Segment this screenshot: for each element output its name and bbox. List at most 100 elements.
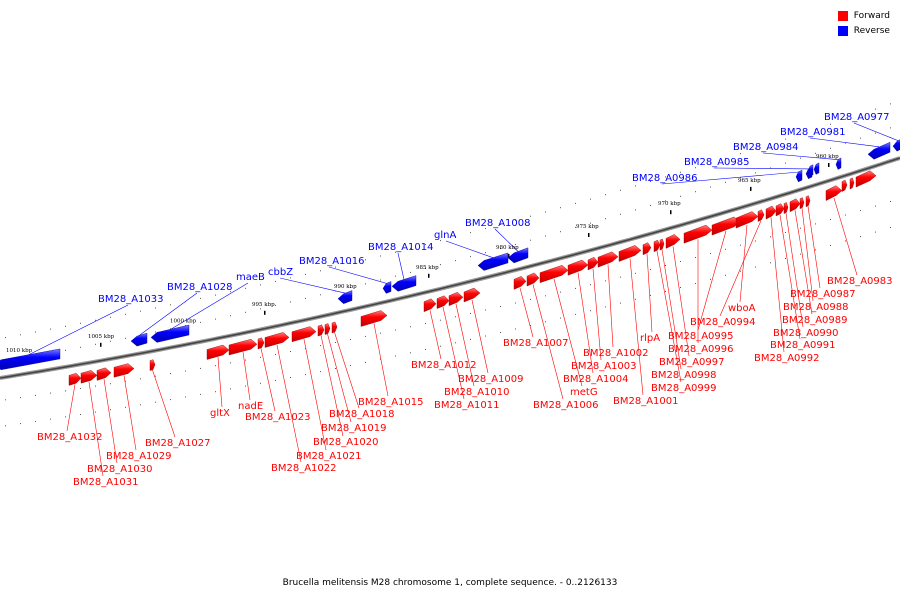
label-glna: glnA xyxy=(434,230,456,241)
guide-dot xyxy=(665,291,666,292)
callout-bm28-a0994 xyxy=(719,220,762,317)
callout-bm28-a1020 xyxy=(320,335,344,437)
gene-arrow-nade xyxy=(228,338,258,356)
gene-arrow-bm28-a0998 xyxy=(659,238,665,251)
guide-dot xyxy=(710,252,711,254)
backbone xyxy=(0,156,900,380)
guide-dot xyxy=(440,240,441,242)
guide-dot xyxy=(755,266,756,268)
guide-dot xyxy=(320,294,321,296)
label-bm28-a0985: BM28_A0985 xyxy=(684,157,750,168)
guide-dot xyxy=(110,340,111,342)
gene-arrow-gltx xyxy=(206,344,230,360)
guide-dot xyxy=(65,349,66,351)
guide-dot xyxy=(830,245,831,246)
guide-dot xyxy=(560,231,561,233)
tick-label: 965 kbp xyxy=(738,178,761,184)
guide-dot xyxy=(95,319,96,321)
guide-dot xyxy=(800,133,801,135)
tick-mark xyxy=(750,186,752,191)
gene-arrow-bm28-a1022 xyxy=(264,332,290,348)
guide-dot xyxy=(185,370,186,372)
label-bm28-a1006: BM28_A1006 xyxy=(533,400,599,411)
guide-dot xyxy=(635,298,636,300)
tick-mark xyxy=(264,310,266,315)
gene-arrow-cbbz xyxy=(337,290,353,304)
label-cbbz: cbbZ xyxy=(268,267,293,278)
guide-dot xyxy=(620,276,621,278)
gene-arrow-extra-rev xyxy=(807,164,814,177)
guide-dot xyxy=(695,283,696,284)
callout-bm28-a0989 xyxy=(794,210,813,315)
guide-dot xyxy=(680,287,681,288)
guide-dot xyxy=(335,368,336,369)
gene-arrow-bm28-a1014 xyxy=(391,275,417,292)
guide-dot xyxy=(590,198,591,200)
gene-arrow-rlpa xyxy=(642,242,652,256)
guide-dot xyxy=(155,307,156,309)
guide-dot xyxy=(65,416,66,418)
gene-arrow-extra xyxy=(849,177,855,190)
guide-dot xyxy=(95,411,96,413)
guide-dot xyxy=(875,205,876,207)
guide-dot xyxy=(710,278,711,280)
guide-dot xyxy=(395,275,396,277)
guide-dot xyxy=(515,219,516,221)
guide-dot xyxy=(20,334,21,336)
gene-arrow-bm28-a0991 xyxy=(775,203,785,217)
guide-dot xyxy=(500,248,501,249)
guide-dot xyxy=(365,335,366,337)
gene-arrow-bm28-a1006 xyxy=(526,272,540,287)
guide-dot xyxy=(845,142,846,144)
guide-dot xyxy=(590,222,591,224)
guide-dot xyxy=(485,309,486,311)
label-bm28-a0992: BM28_A0992 xyxy=(754,353,820,364)
guide-dot xyxy=(575,226,576,228)
guide-dot xyxy=(335,290,336,292)
map-caption: Brucella melitensis M28 chromosome 1, co… xyxy=(282,578,618,588)
guide-dot xyxy=(695,167,696,169)
guide-dot xyxy=(800,253,801,255)
guide-dot xyxy=(845,240,846,242)
guide-dot xyxy=(275,304,276,306)
label-bm28-a0994: BM28_A0994 xyxy=(690,317,756,328)
guide-dot xyxy=(380,279,381,281)
guide-dot xyxy=(65,325,66,327)
callout-rlpa xyxy=(646,253,653,333)
guide-dot xyxy=(320,345,321,347)
label-bm28-a1016: BM28_A1016 xyxy=(299,256,365,267)
guide-dot xyxy=(755,172,756,174)
guide-dot xyxy=(35,420,36,422)
guide-dot xyxy=(545,235,546,237)
callout-bm28-a0998 xyxy=(661,249,682,370)
label-bm28-a1018: BM28_A1018 xyxy=(329,409,395,420)
guide-dot xyxy=(875,231,876,233)
guide-dot xyxy=(695,191,696,193)
guide-dot xyxy=(350,287,351,288)
gene-arrow-bm28-a0994 xyxy=(757,209,765,222)
label-bm28-a1001: BM28_A1001 xyxy=(613,396,679,407)
gene-arrow-bm28-a1018 xyxy=(331,321,338,334)
gene-arrow-bm28-a0977 xyxy=(892,139,900,152)
gene-arrow-bm28-a1019 xyxy=(324,323,331,335)
guide-dot xyxy=(380,332,381,334)
guide-dot xyxy=(650,180,651,182)
guide-dot xyxy=(125,337,126,339)
callout-bm28-a1033 xyxy=(27,304,129,356)
guide-dot xyxy=(230,362,231,364)
gene-arrow-bm28-a1012 xyxy=(423,298,437,312)
legend-reverse-label: Reverse xyxy=(853,25,890,36)
label-bm28-a1009: BM28_A1009 xyxy=(458,374,524,385)
guide-dot xyxy=(425,244,426,245)
guide-dot xyxy=(710,162,711,164)
guide-dot xyxy=(890,127,891,129)
guide-dot xyxy=(665,200,666,202)
callout-bm28-a1021 xyxy=(303,339,327,451)
callout-bm28-a1004 xyxy=(577,272,594,374)
callout-bm28-a0983 xyxy=(833,198,858,276)
guide-dot xyxy=(830,147,831,149)
guide-dot xyxy=(740,270,741,272)
guide-dot xyxy=(50,392,51,394)
guide-dot xyxy=(725,181,726,183)
guide-dot xyxy=(260,382,261,384)
